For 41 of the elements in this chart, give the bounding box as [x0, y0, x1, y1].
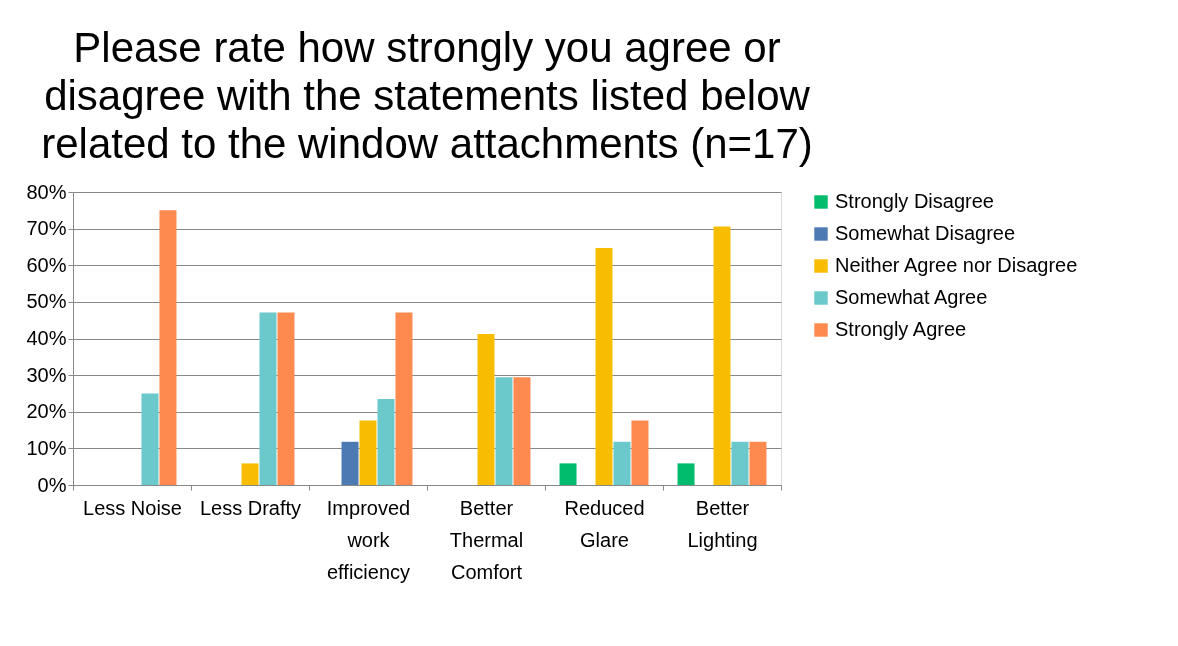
x-tick-label: Less Noise [83, 496, 182, 519]
y-tick-label: 50% [26, 290, 67, 313]
bar [159, 210, 177, 485]
legend-label: Somewhat Agree [835, 286, 988, 308]
bar [359, 420, 377, 485]
bar [241, 463, 259, 485]
y-tick-label: 10% [26, 436, 67, 459]
y-tick-label: 80% [26, 180, 67, 203]
bar [713, 226, 731, 485]
bar [631, 420, 649, 485]
legend-label: Neither Agree nor Disagree [835, 254, 1078, 276]
bar [141, 393, 159, 485]
chart-title: Please rate how strongly you agree or disagree with the statements listed below related to the window attachments (n=17) [41, 24, 813, 167]
bar [559, 463, 577, 485]
bar [613, 441, 631, 485]
legend-label: Somewhat Disagree [835, 222, 1016, 244]
x-tick-label: Reduced Glare [564, 496, 645, 551]
y-tick-label: 30% [26, 363, 67, 386]
bar [259, 312, 277, 485]
y-tick-label: 20% [26, 400, 67, 423]
y-tick-label: 0% [37, 473, 67, 496]
x-tick-label: Improved work efficiency [326, 496, 411, 583]
x-tick-label: Better Lighting [687, 496, 758, 551]
y-tick-label: 40% [26, 327, 67, 349]
legend-label: Strongly Disagree [835, 190, 994, 212]
bar [677, 463, 695, 485]
bar [749, 441, 767, 485]
bar [477, 334, 495, 485]
bar [513, 377, 531, 485]
y-tick-label: 70% [26, 217, 67, 240]
bar [731, 441, 749, 485]
x-tick-label: Less Drafty [199, 496, 302, 519]
bar [377, 398, 395, 485]
x-tick-label: Better Thermal Comfort [449, 496, 524, 583]
y-tick-label: 60% [26, 253, 67, 276]
bar [495, 377, 513, 485]
legend-label: Strongly Agree [835, 318, 967, 340]
bar [277, 312, 295, 485]
bar [395, 312, 413, 485]
bar [595, 248, 613, 485]
bar [341, 441, 359, 485]
